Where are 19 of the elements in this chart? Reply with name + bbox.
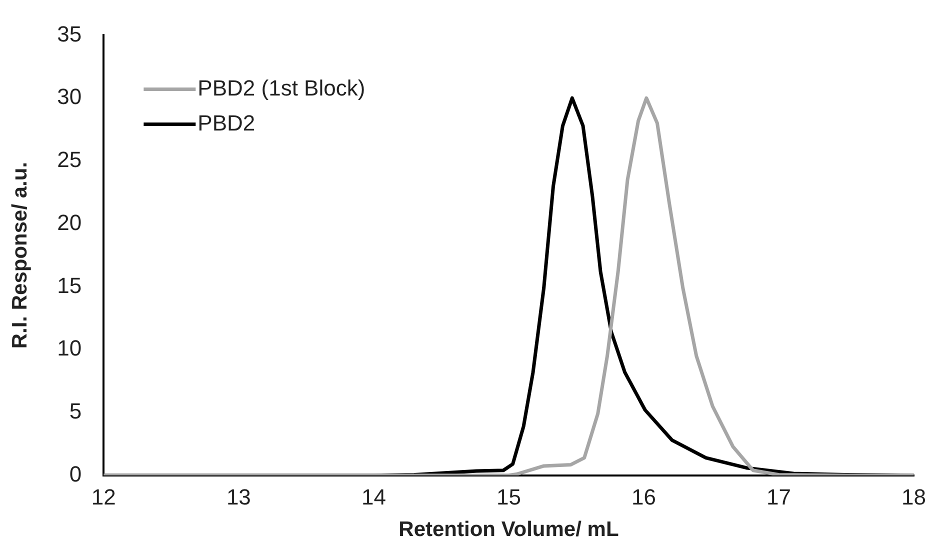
x-axis-title: Retention Volume/ mL xyxy=(398,518,619,542)
y-axis-title: R.I. Response/ a.u. xyxy=(8,162,32,349)
y-tick-label: 15 xyxy=(57,272,82,298)
legend-label: PBD2 xyxy=(198,110,256,136)
legend-label: PBD2 (1st Block) xyxy=(198,75,366,100)
x-tick-label: 13 xyxy=(226,484,251,510)
x-tick-label: 15 xyxy=(496,484,521,510)
y-tick-label: 0 xyxy=(69,461,82,486)
y-tick-label: 20 xyxy=(57,210,82,235)
x-tick-label: 16 xyxy=(631,484,656,510)
x-tick-label: 12 xyxy=(91,484,116,510)
x-tick-label: 14 xyxy=(361,484,386,510)
y-tick-label: 25 xyxy=(57,147,82,172)
y-tick-label: 30 xyxy=(57,84,82,110)
y-tick-label: 10 xyxy=(57,336,82,361)
x-tick-label: 18 xyxy=(902,484,926,510)
y-tick-label: 35 xyxy=(57,21,82,46)
y-tick-label: 5 xyxy=(69,398,82,424)
x-tick-label: 17 xyxy=(766,484,791,510)
